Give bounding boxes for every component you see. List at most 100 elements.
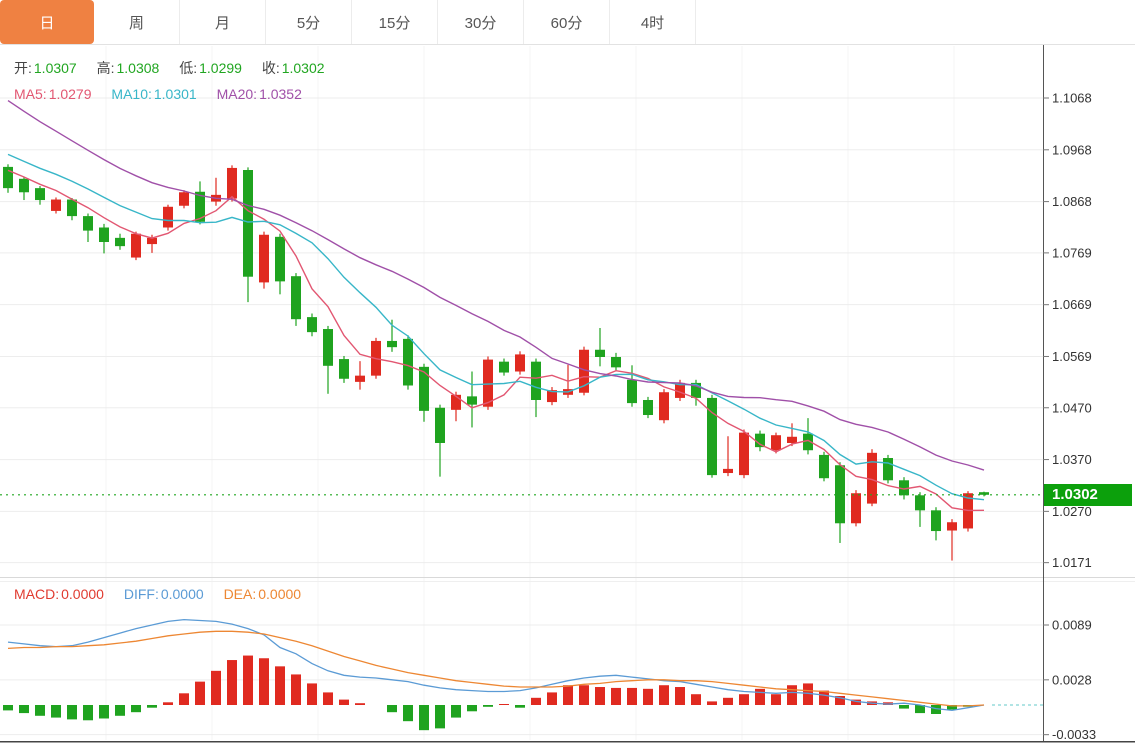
macd-histogram-bar bbox=[323, 692, 333, 705]
diff-value: 0.0000 bbox=[160, 586, 204, 602]
y-axis-tick-label: 0.0028 bbox=[1052, 672, 1092, 687]
candle-up bbox=[147, 237, 157, 245]
candle-down bbox=[707, 397, 717, 476]
dea-label: DEA: bbox=[223, 586, 257, 602]
macd-histogram-bar bbox=[211, 670, 221, 705]
macd-histogram-bar bbox=[611, 687, 621, 705]
tab-5min[interactable]: 5分 bbox=[266, 0, 352, 44]
low-value: 1.0299 bbox=[199, 60, 242, 76]
candle-down bbox=[35, 188, 45, 201]
macd-histogram-bar bbox=[243, 655, 253, 705]
candle-down bbox=[307, 317, 317, 333]
macd-histogram-bar bbox=[659, 685, 669, 705]
candle-down bbox=[643, 399, 653, 416]
macd-histogram-bar bbox=[675, 687, 685, 705]
macd-histogram-bar bbox=[771, 694, 781, 705]
candle-down bbox=[595, 349, 605, 357]
timeframe-tabbar: 日 周 月 5分 15分 30分 60分 4时 bbox=[0, 0, 1135, 45]
candle-down bbox=[931, 510, 941, 532]
y-axis-tick-label: -0.0033 bbox=[1052, 727, 1096, 742]
candle-down bbox=[611, 357, 621, 368]
macd-histogram-bar bbox=[931, 705, 941, 714]
candle-down bbox=[99, 227, 109, 243]
macd-histogram-bar bbox=[19, 705, 29, 714]
candle-up bbox=[131, 233, 141, 258]
macd-histogram-bar bbox=[707, 701, 717, 705]
macd-histogram-bar bbox=[739, 694, 749, 705]
candle-down bbox=[627, 379, 637, 404]
candle-up bbox=[579, 349, 589, 393]
high-value: 1.0308 bbox=[116, 60, 160, 76]
macd-histogram-bar bbox=[115, 705, 125, 716]
candle-up bbox=[771, 435, 781, 451]
macd-histogram-bar bbox=[83, 705, 93, 721]
ma20-line bbox=[7, 100, 985, 471]
candle-up bbox=[163, 206, 173, 228]
macd-histogram-bar bbox=[163, 702, 173, 705]
macd-histogram-bar bbox=[835, 696, 845, 705]
tab-30min[interactable]: 30分 bbox=[438, 0, 524, 44]
macd-histogram-bar bbox=[627, 687, 637, 705]
macd-histogram-bar bbox=[451, 705, 461, 718]
macd-histogram-bar bbox=[275, 666, 285, 705]
tab-month[interactable]: 月 bbox=[180, 0, 266, 44]
macd-histogram-bar bbox=[291, 674, 301, 705]
macd-histogram-bar bbox=[499, 704, 509, 705]
macd-histogram-bar bbox=[483, 705, 493, 707]
macd-histogram-bar bbox=[915, 705, 925, 714]
candle-down bbox=[195, 191, 205, 222]
y-axis-tick-label: 1.0370 bbox=[1052, 452, 1092, 467]
ohlc-legend: 开: 1.0307 高: 1.0308 低: 1.0299 收: 1.0302 bbox=[14, 58, 341, 78]
macd-histogram-bar bbox=[467, 705, 477, 712]
macd-histogram-bar bbox=[147, 705, 157, 708]
candle-down bbox=[691, 382, 701, 398]
macd-histogram-bar bbox=[643, 688, 653, 705]
candle-up bbox=[547, 390, 557, 403]
macd-histogram-bar bbox=[67, 705, 77, 720]
open-label: 开: bbox=[14, 60, 32, 76]
y-axis-tick-label: 1.0769 bbox=[1052, 245, 1092, 260]
macd-histogram-bar bbox=[259, 658, 269, 705]
candle-down bbox=[803, 433, 813, 451]
candle-down bbox=[403, 338, 413, 386]
macd-histogram-bar bbox=[515, 705, 525, 708]
last-price-badge: 1.0302 bbox=[1044, 484, 1132, 506]
tab-15min[interactable]: 15分 bbox=[352, 0, 438, 44]
macd-histogram-bar bbox=[419, 705, 429, 731]
dea-line bbox=[7, 630, 985, 707]
y-axis-tick-label: 1.0270 bbox=[1052, 504, 1092, 519]
y-axis-tick-label: 0.0089 bbox=[1052, 617, 1092, 632]
candle-down bbox=[67, 199, 77, 217]
macd-histogram-bar bbox=[339, 699, 349, 705]
tab-week[interactable]: 周 bbox=[94, 0, 180, 44]
tab-60min[interactable]: 60分 bbox=[524, 0, 610, 44]
y-axis-tick-label: 1.0868 bbox=[1052, 194, 1092, 209]
macd-histogram-bar bbox=[947, 705, 957, 710]
macd-histogram-bar bbox=[35, 705, 45, 716]
diff-line bbox=[7, 618, 985, 712]
macd-histogram-bar bbox=[3, 705, 13, 711]
ma5-value: 1.0279 bbox=[48, 86, 92, 102]
candle-up bbox=[355, 375, 365, 382]
macd-histogram-bar bbox=[179, 693, 189, 705]
candle-down bbox=[419, 366, 429, 411]
tab-day[interactable]: 日 bbox=[0, 0, 94, 44]
macd-histogram-bar bbox=[387, 705, 397, 713]
candle-down bbox=[819, 454, 829, 479]
diff-label: DIFF: bbox=[123, 586, 159, 602]
macd-histogram-bar bbox=[755, 688, 765, 705]
macd-histogram-bar bbox=[691, 694, 701, 705]
candle-down bbox=[3, 166, 13, 189]
candle-up bbox=[723, 468, 733, 474]
macd-histogram-bar bbox=[803, 683, 813, 705]
candle-up bbox=[179, 192, 189, 206]
candle-down bbox=[883, 458, 893, 481]
tab-4hour[interactable]: 4时 bbox=[610, 0, 696, 44]
close-value: 1.0302 bbox=[281, 60, 325, 76]
y-axis-tick-label: 1.0569 bbox=[1052, 349, 1092, 364]
y-axis-tick-label: 1.0470 bbox=[1052, 400, 1092, 415]
y-axis-tick-label: 1.0171 bbox=[1052, 555, 1092, 570]
ma20-label: MA20: bbox=[216, 86, 258, 102]
macd-histogram-bar bbox=[563, 685, 573, 705]
